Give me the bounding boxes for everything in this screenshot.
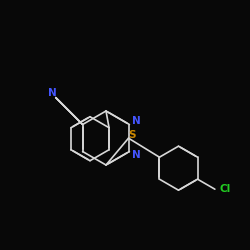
- Text: N: N: [48, 88, 57, 98]
- Text: N: N: [132, 150, 141, 160]
- Text: N: N: [132, 116, 141, 126]
- Text: S: S: [129, 130, 136, 140]
- Text: Cl: Cl: [219, 184, 230, 194]
